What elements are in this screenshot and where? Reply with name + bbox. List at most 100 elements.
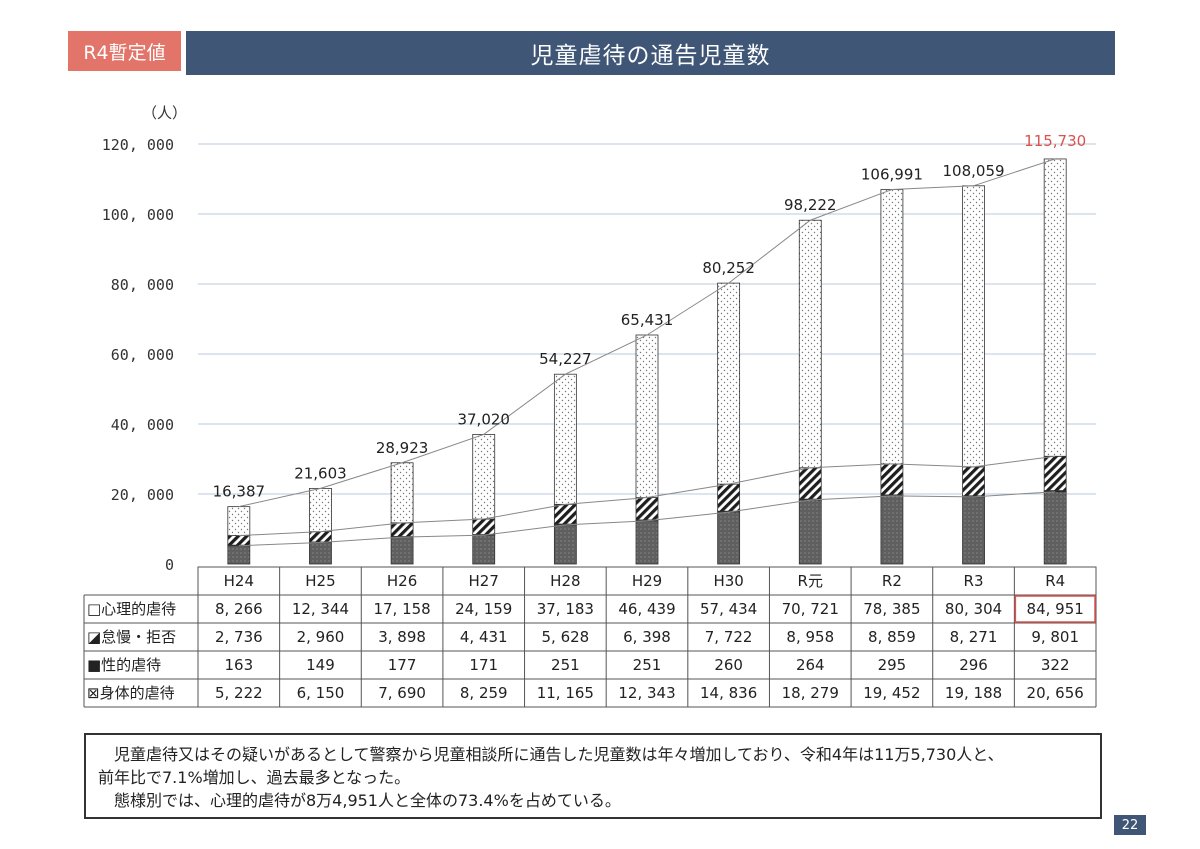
- table-cell-value: 18, 279: [782, 684, 839, 702]
- bar-segment: [717, 511, 741, 565]
- y-tick-label: 20, 000: [111, 486, 174, 504]
- table-cell-value: 7, 690: [378, 684, 426, 702]
- bar-segment: [635, 497, 659, 521]
- legend-row-label: ◪怠慢・拒否: [87, 628, 176, 646]
- table-cell-value: 295: [878, 656, 907, 674]
- x-category-label: R3: [964, 572, 984, 590]
- table-cell-value: 20, 656: [1027, 684, 1084, 702]
- bar-segment: [472, 534, 496, 565]
- table-cell-value: 24, 159: [455, 600, 512, 618]
- note-line-3: 態様別では、心理的虐待が8万4,951人と全体の73.4%を占めている。: [98, 791, 621, 810]
- table-cell-value: 264: [796, 656, 825, 674]
- table-cell-value: 177: [388, 656, 417, 674]
- table-cell-value: 8, 271: [950, 628, 998, 646]
- legend-row-label: ■性的虐待: [87, 656, 161, 674]
- bar-segment: [880, 463, 904, 496]
- summary-note: 児童虐待又はその疑いがあるとして警察から児童相談所に通告した児童数は年々増加して…: [84, 733, 1102, 819]
- bar-segment: [798, 219, 822, 469]
- series-connector-line: [238, 491, 1056, 547]
- total-data-label: 65,431: [621, 311, 674, 329]
- bar-segment: [798, 467, 822, 500]
- total-data-label: 28,923: [376, 439, 429, 457]
- total-data-label: 98,222: [784, 196, 837, 214]
- table-cell-value: 8, 958: [786, 628, 834, 646]
- bar-segment: [390, 462, 414, 524]
- bar-segment: [553, 524, 577, 565]
- note-line-2: 前年比で7.1%増加し、過去最多となった。: [98, 768, 411, 787]
- y-tick-label: 80, 000: [111, 276, 174, 294]
- table-cell-value: 17, 158: [373, 600, 430, 618]
- total-data-label: 80,252: [702, 259, 755, 277]
- table-cell-value: 19, 188: [945, 684, 1002, 702]
- table-cell-value: 80, 304: [945, 600, 1002, 618]
- table-cell-value: 70, 721: [782, 600, 839, 618]
- total-data-label: 54,227: [539, 350, 592, 368]
- legend-row-label: □心理的虐待: [87, 600, 176, 618]
- total-data-label: 108,059: [943, 162, 1005, 180]
- note-line-1: 児童虐待又はその疑いがあるとして警察から児童相談所に通告した児童数は年々増加して…: [98, 745, 1004, 764]
- table-cell-value: 37, 183: [537, 600, 594, 618]
- table-cell-value: 12, 344: [292, 600, 349, 618]
- table-cell-value: 251: [633, 656, 662, 674]
- table-cell-value: 57, 434: [700, 600, 757, 618]
- bar-segment: [472, 434, 496, 520]
- x-category-label: H28: [550, 572, 580, 590]
- bar-segment: [880, 189, 904, 465]
- bar-segment: [635, 520, 659, 565]
- table-cell-value: 8, 259: [460, 684, 508, 702]
- bar-segment: [962, 466, 985, 497]
- bar-segment: [962, 185, 985, 468]
- table-cell-value: 251: [551, 656, 580, 674]
- y-tick-label: 40, 000: [111, 416, 174, 434]
- table-cell-value: 14, 836: [700, 684, 757, 702]
- bar-segment: [227, 506, 251, 536]
- bar-segment: [553, 373, 577, 505]
- x-category-label: H26: [387, 572, 417, 590]
- bar-segment: [1043, 491, 1067, 565]
- table-cell-value: 4, 431: [460, 628, 508, 646]
- table-cell-value: 296: [959, 656, 988, 674]
- y-tick-label: 60, 000: [111, 346, 174, 364]
- bar-segment: [390, 522, 414, 537]
- bar-segment: [309, 542, 332, 565]
- table-cell-value: 163: [224, 656, 253, 674]
- bar-segment: [227, 535, 251, 546]
- x-category-label: H24: [224, 572, 254, 590]
- bar-segment: [553, 503, 577, 525]
- bar-segment: [717, 483, 741, 512]
- bar-segment: [1043, 455, 1067, 491]
- bar-segment: [309, 531, 332, 543]
- x-category-label: R4: [1045, 572, 1065, 590]
- x-category-label: R2: [882, 572, 902, 590]
- series-connector-line: [238, 158, 1056, 508]
- table-cell-value: 11, 165: [537, 684, 594, 702]
- bar-segment: [227, 545, 251, 565]
- bar-segment: [472, 518, 496, 535]
- total-data-label: 21,603: [294, 464, 347, 482]
- table-cell-value: 171: [469, 656, 498, 674]
- table-cell-value: 46, 439: [618, 600, 675, 618]
- table-cell-value: 149: [306, 656, 335, 674]
- bar-segment: [635, 334, 659, 498]
- provisional-badge: R4暫定値: [68, 31, 181, 71]
- x-category-label: R元: [798, 572, 823, 590]
- total-data-label: 16,387: [213, 483, 266, 501]
- x-category-label: H27: [469, 572, 499, 590]
- stacked-bar-chart: 0 20, 000 40, 000 60, 000 80, 000 100, 000 120…: [83, 104, 1097, 708]
- total-data-label: 106,991: [861, 166, 923, 184]
- bar-segment: [390, 536, 414, 565]
- x-category-label: H25: [305, 572, 335, 590]
- highlighted-cell: [1014, 595, 1096, 623]
- table-cell-value: 12, 343: [618, 684, 675, 702]
- page-number: 22: [1114, 815, 1146, 835]
- table-cell-value: 2, 736: [215, 628, 263, 646]
- bar-segment: [798, 499, 822, 565]
- table-cell-value: 5, 628: [542, 628, 590, 646]
- table-cell-value: 6, 398: [623, 628, 671, 646]
- table-cell-value: 260: [714, 656, 743, 674]
- bar-segment: [309, 487, 332, 532]
- total-data-label: 37,020: [457, 410, 510, 428]
- table-cell-value: 8, 859: [868, 628, 916, 646]
- table-cell-value: 6, 150: [297, 684, 345, 702]
- x-category-label: H30: [713, 572, 743, 590]
